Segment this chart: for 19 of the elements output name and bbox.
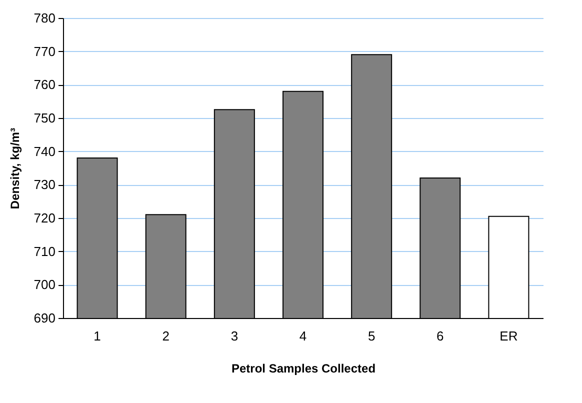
x-tick-label: 1 xyxy=(94,328,101,344)
y-tick-label: 760 xyxy=(34,77,56,92)
y-tick-label: 700 xyxy=(34,277,56,292)
x-tick-label: ER xyxy=(500,328,518,344)
y-axis-title: Density, kg/m³ xyxy=(8,128,22,210)
y-tick-label: 720 xyxy=(34,210,56,226)
x-tick-label: 6 xyxy=(436,328,444,344)
y-tick-label: 740 xyxy=(34,144,56,159)
x-tick-label: 3 xyxy=(230,328,238,344)
x-tick-label: 4 xyxy=(299,328,307,344)
y-tick-label: 690 xyxy=(34,310,56,326)
y-tick-label: 710 xyxy=(34,244,56,259)
y-tick-label: 750 xyxy=(34,110,56,126)
x-axis-title: Petrol Samples Collected xyxy=(231,362,376,376)
x-tick-label: 2 xyxy=(162,328,170,344)
x-tick-label: 5 xyxy=(368,328,376,344)
y-tick-label: 770 xyxy=(34,44,56,59)
y-tick-label: 780 xyxy=(34,10,56,26)
y-tick-label: 730 xyxy=(34,177,56,192)
